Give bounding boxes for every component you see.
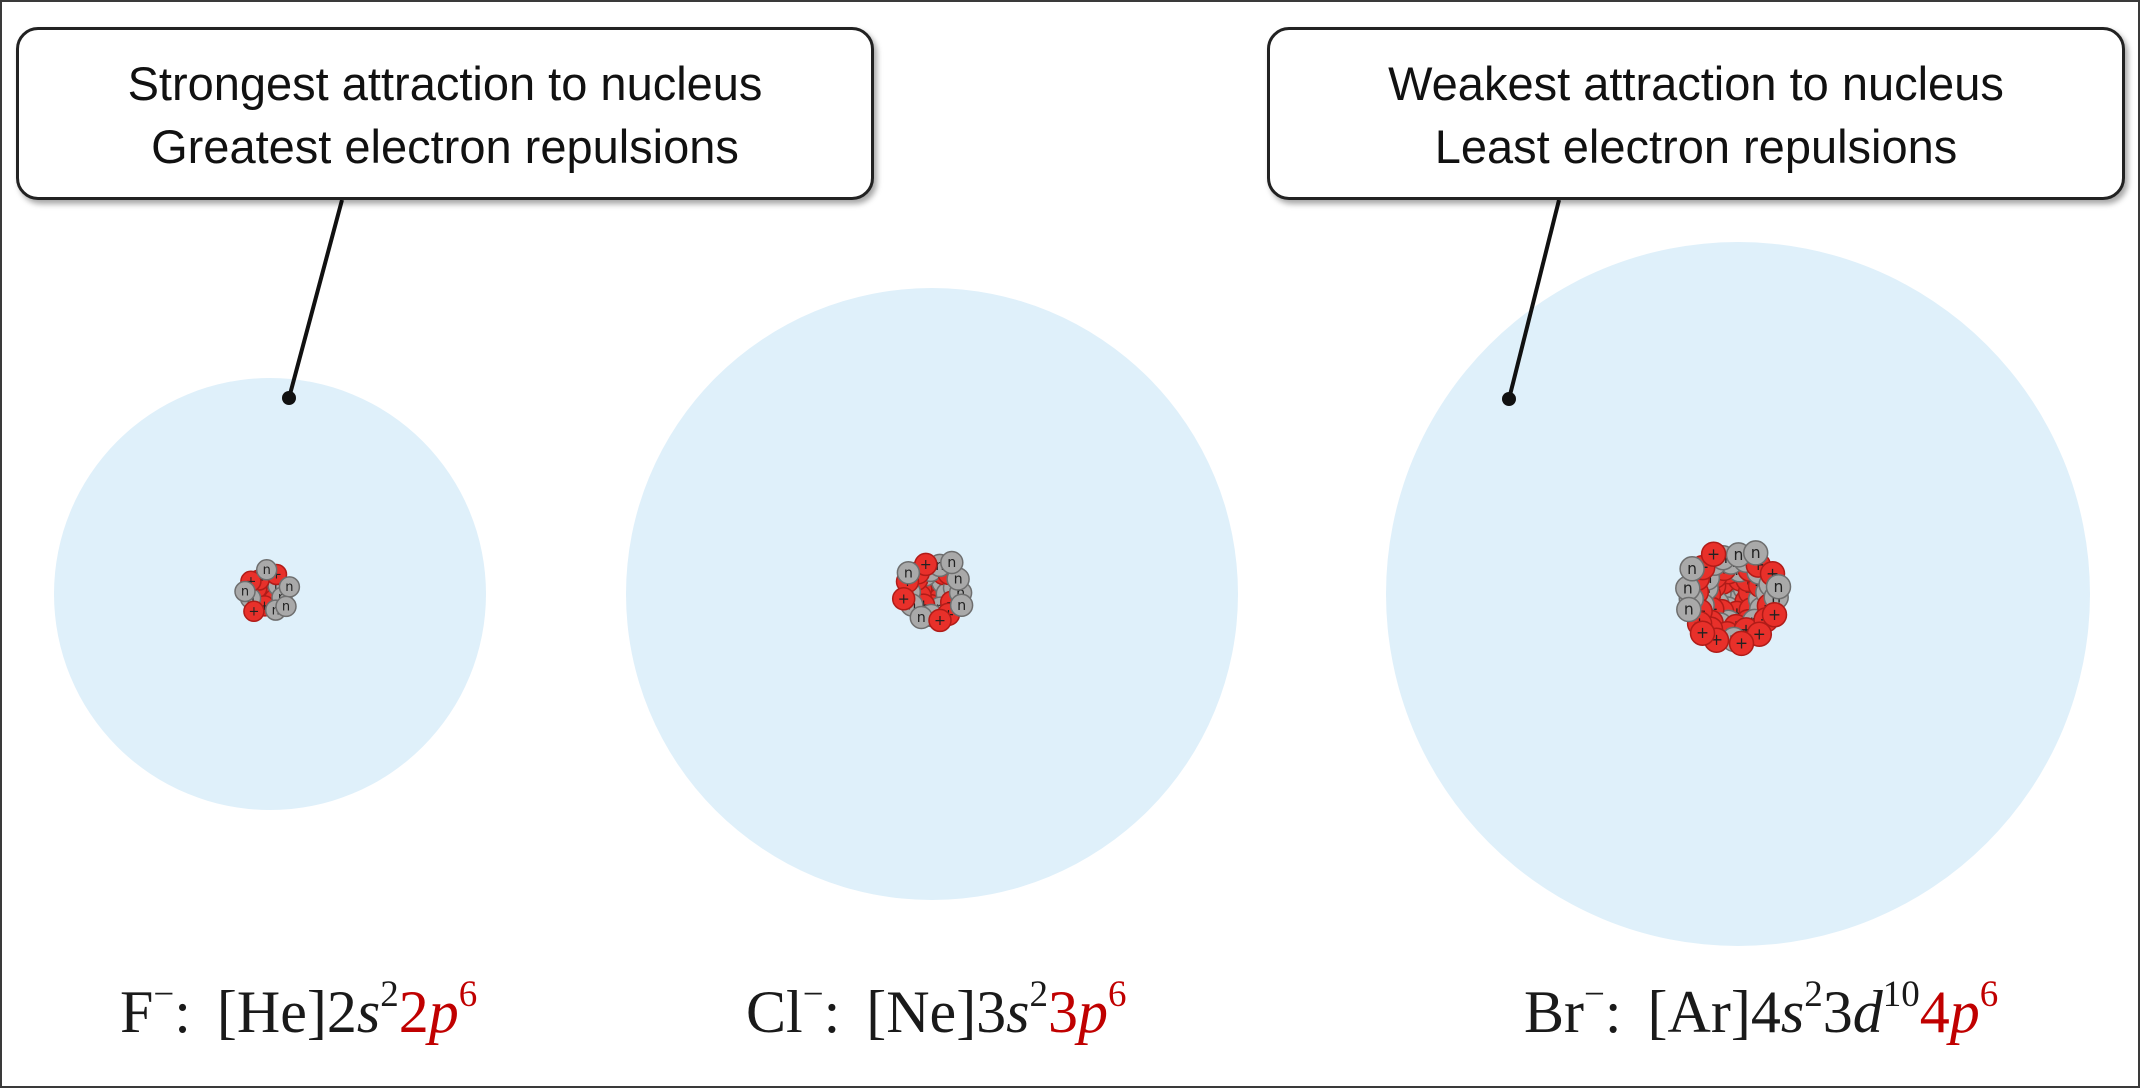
svg-text:n: n — [274, 579, 282, 594]
subshell: 2s2 — [326, 974, 399, 1045]
f-nucleus: +n+++n++nn+n+n+nnn — [234, 559, 301, 623]
noble-gas-core: [He] — [216, 979, 327, 1045]
svg-text:+: + — [271, 568, 282, 583]
ion-charge: − — [802, 974, 824, 1015]
right-callout: Weakest attraction to nucleus Least elec… — [1267, 27, 2125, 200]
svg-text:n: n — [1734, 546, 1744, 564]
neutron: n — [1742, 540, 1769, 566]
ion-symbol: Br — [1524, 979, 1584, 1045]
svg-text:n: n — [1751, 544, 1761, 562]
cl-ion-configuration: Cl−: [Ne]3s23p6 — [746, 974, 1127, 1045]
svg-text:n: n — [285, 580, 293, 595]
proton: + — [243, 600, 265, 623]
proton: + — [1728, 630, 1755, 657]
left-callout: Strongest attraction to nucleus Greatest… — [16, 27, 874, 200]
svg-text:+: + — [1768, 606, 1781, 624]
svg-text:n: n — [947, 555, 956, 571]
svg-text:n: n — [241, 585, 249, 600]
svg-text:+: + — [245, 575, 256, 590]
svg-text:n: n — [904, 565, 913, 581]
svg-text:n: n — [1687, 560, 1697, 578]
svg-text:n: n — [957, 598, 966, 614]
right-callout-line2: Least electron repulsions — [1434, 120, 1958, 173]
svg-text:n: n — [954, 572, 963, 588]
valence-subshell: 3p6 — [1048, 974, 1127, 1045]
left-callout-pointer — [287, 199, 344, 399]
left-callout-pointer-dot — [282, 391, 296, 405]
neutron: n — [949, 593, 974, 618]
right-callout-pointer — [1507, 199, 1561, 400]
noble-gas-core: [Ne] — [866, 979, 977, 1045]
svg-text:+: + — [918, 598, 930, 614]
ion-colon: : — [174, 979, 191, 1045]
neutron: n — [255, 559, 278, 581]
left-callout-line2: Greatest electron repulsions — [151, 120, 739, 173]
proton: + — [1761, 602, 1788, 628]
svg-text:n: n — [956, 585, 965, 601]
ion-colon: : — [823, 979, 841, 1045]
left-callout-line1: Strongest attraction to nucleus — [127, 57, 763, 110]
ion-symbol: F — [120, 979, 154, 1045]
neutron: n — [896, 560, 921, 585]
ion-charge: − — [1584, 974, 1605, 1015]
svg-text:+: + — [1707, 545, 1720, 563]
proton: + — [891, 587, 916, 611]
svg-text:+: + — [898, 591, 910, 607]
br-ion-configuration: Br−: [Ar]4s23d104p6 — [1524, 974, 1999, 1045]
svg-text:n: n — [1684, 601, 1694, 619]
proton: + — [928, 608, 952, 633]
ion-charge: − — [153, 974, 175, 1015]
svg-text:n: n — [935, 558, 944, 574]
valence-subshell: 4p6 — [1919, 974, 1999, 1045]
valence-subshell: 2p6 — [398, 974, 478, 1045]
ion-symbol: Cl — [746, 979, 803, 1045]
neutron: n — [940, 550, 964, 575]
neutron: n — [909, 605, 934, 630]
svg-text:+: + — [920, 557, 932, 573]
subshell: 3d10 — [1822, 974, 1920, 1045]
right-callout-pointer-dot — [1502, 392, 1516, 406]
subshell: 3s2 — [976, 974, 1049, 1045]
svg-text:n: n — [1774, 578, 1784, 596]
svg-text:+: + — [1753, 625, 1766, 643]
proton: + — [1700, 541, 1727, 567]
svg-text:+: + — [248, 605, 259, 620]
neutron: n — [278, 576, 301, 598]
svg-text:+: + — [1735, 634, 1748, 652]
neutron: n — [275, 595, 297, 618]
svg-text:+: + — [259, 599, 270, 614]
neutron: n — [234, 580, 256, 603]
neutron: n — [1679, 556, 1705, 582]
svg-text:n: n — [917, 610, 926, 626]
neutron: n — [1676, 596, 1702, 623]
f-ion-configuration: F−: [He]2s22p6 — [120, 974, 478, 1045]
svg-text:n: n — [282, 600, 290, 615]
neutron: n — [1765, 573, 1792, 600]
svg-text:n: n — [1683, 579, 1693, 597]
right-callout-line1: Weakest attraction to nucleus — [1388, 57, 2004, 110]
ion-colon: : — [1604, 979, 1622, 1045]
br-nucleus: +++nnnn++n+++++++++n+n+n+n+n+nn++nn+nn+n… — [1675, 540, 1792, 657]
noble-gas-core: [Ar] — [1647, 979, 1751, 1045]
subshell: 4s2 — [1750, 974, 1823, 1045]
proton: + — [1689, 620, 1716, 646]
svg-text:n: n — [263, 563, 271, 578]
svg-text:+: + — [934, 613, 946, 629]
cl-nucleus: n++++n+nn++n+n+n+n+n+nnn++nn+n+n+n — [891, 550, 974, 633]
svg-text:n: n — [272, 603, 280, 618]
svg-text:+: + — [1696, 624, 1709, 642]
